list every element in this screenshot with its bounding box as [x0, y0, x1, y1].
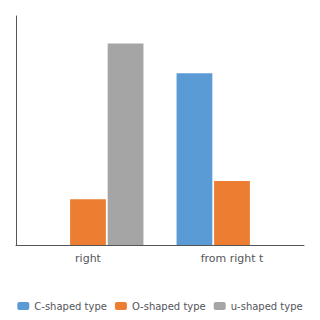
svg-text:C-shaped type: C-shaped type — [34, 301, 107, 312]
svg-text:u-shaped type: u-shaped type — [231, 301, 303, 312]
svg-text:O-shaped type: O-shaped type — [132, 301, 206, 312]
svg-text:from right t: from right t — [201, 252, 264, 265]
svg-text:right: right — [75, 252, 102, 265]
